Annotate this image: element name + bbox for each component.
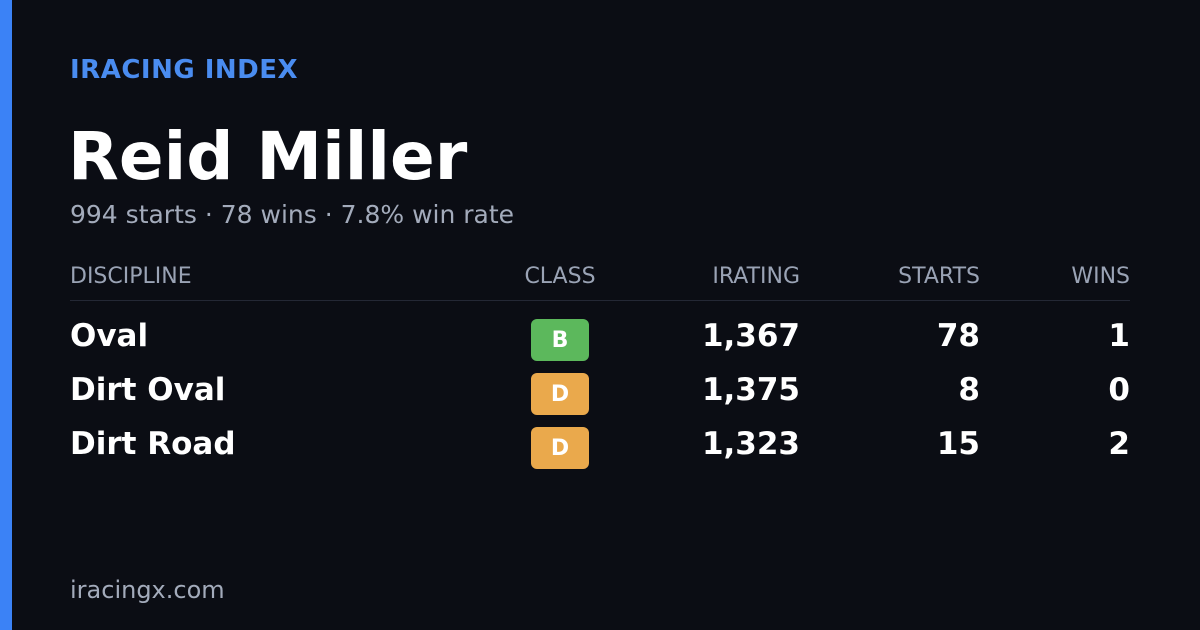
discipline-cell: Dirt Road	[70, 426, 236, 462]
discipline-cell: Oval	[70, 318, 149, 354]
starts-cell: 8	[958, 372, 980, 408]
column-header: STARTS	[898, 264, 980, 289]
class-badge: B	[531, 319, 589, 361]
starts-cell: 15	[936, 426, 980, 462]
column-header: DISCIPLINE	[70, 264, 192, 289]
irating-cell: 1,375	[701, 372, 800, 408]
wins-cell: 1	[1108, 318, 1130, 354]
accent-bar	[0, 0, 12, 630]
discipline-cell: Dirt Oval	[70, 372, 226, 408]
column-header: WINS	[1071, 264, 1130, 289]
footer: iracingx.com	[70, 576, 225, 604]
summary: 994 starts · 78 wins · 7.8% win rate	[70, 200, 515, 229]
irating-cell: 1,367	[701, 318, 800, 354]
header-rule	[70, 300, 1130, 301]
column-header: CLASS	[524, 264, 596, 289]
starts-cell: 78	[936, 318, 980, 354]
class-badge: D	[531, 373, 589, 415]
irating-cell: 1,323	[701, 426, 800, 462]
class-badge: D	[531, 427, 589, 469]
brand: IRACING INDEX	[70, 55, 299, 85]
wins-cell: 2	[1108, 426, 1130, 462]
column-header: IRATING	[712, 264, 800, 289]
driver-name: Reid Miller	[68, 118, 468, 195]
wins-cell: 0	[1108, 372, 1130, 408]
